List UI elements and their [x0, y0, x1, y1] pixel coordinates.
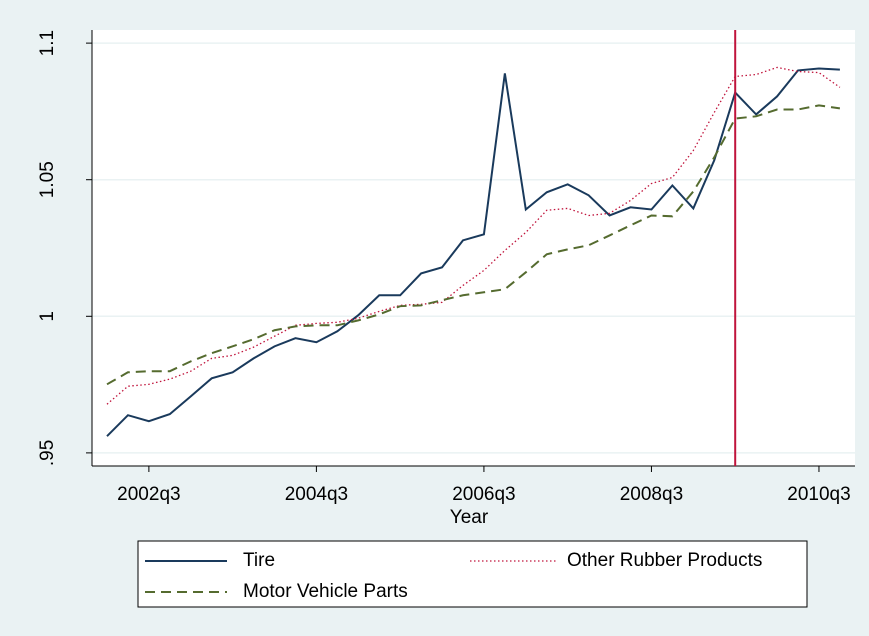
plot-area [92, 30, 855, 466]
legend-label: Other Rubber Products [567, 550, 762, 571]
y-tick-label: 1.05 [37, 161, 58, 198]
series-line [106, 104, 841, 386]
y-tick-label: 1.1 [37, 30, 58, 56]
x-tick-label: 2010q3 [787, 484, 850, 505]
x-axis-label: Year [450, 507, 489, 528]
x-tick-label: 2002q3 [117, 484, 180, 505]
legend-label: Motor Vehicle Parts [243, 581, 408, 602]
legend-label: Tire [243, 550, 275, 571]
x-tick-label: 2004q3 [285, 484, 348, 505]
y-tick-label: .95 [37, 440, 58, 466]
y-tick-label: 1 [37, 311, 58, 322]
x-tick-label: 2008q3 [620, 484, 683, 505]
x-tick-label: 2006q3 [452, 484, 515, 505]
series-line [106, 67, 840, 437]
series-line [106, 66, 841, 405]
legend-box [137, 540, 808, 608]
